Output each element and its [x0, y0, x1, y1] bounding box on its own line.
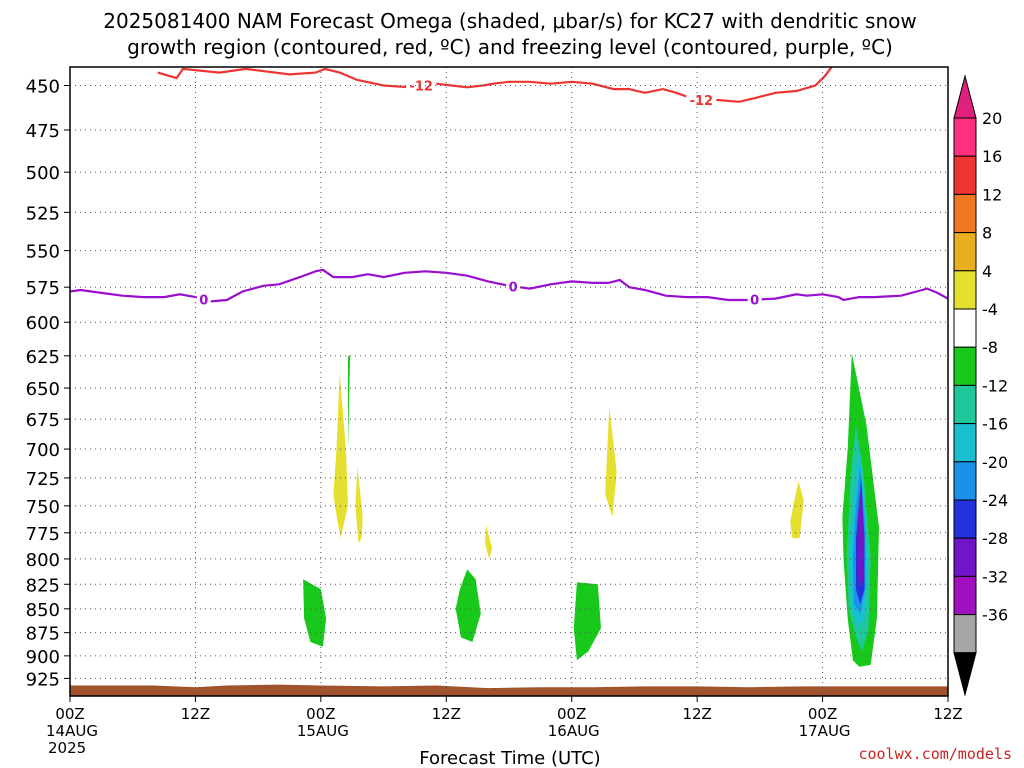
colorbar-label-10: -24 — [982, 491, 1008, 510]
colorbar-top-arrow — [953, 74, 977, 119]
plot-frame — [69, 66, 949, 697]
omega-region-4-5 — [790, 481, 804, 539]
colorbar-segment-4 — [953, 270, 977, 310]
y-tick-label-800: 800 — [26, 550, 60, 571]
plot-area: -12 -12 0 0 0 450 475 500 525 550 575 600 625 650 675 7… — [26, 66, 963, 757]
y-tick-label-850: 850 — [26, 600, 60, 621]
omega-region--8-6 — [303, 579, 327, 647]
y-tick-label-675: 675 — [26, 410, 60, 431]
colorbar-segment-3 — [953, 232, 977, 272]
y-tick-label-650: 650 — [26, 379, 60, 400]
colorbar-segment-7 — [953, 384, 977, 425]
freezing-level-contour-label-bg-1 — [506, 279, 521, 294]
freezing-level-contour-label-0: 0 — [199, 293, 208, 308]
colorbar-segment-5 — [953, 308, 977, 348]
x-tick-label-60: 12Z — [682, 705, 711, 723]
y-tick-label-625: 625 — [26, 347, 60, 368]
x-tick-label-36: 12Z — [432, 705, 461, 723]
y-tick-label-925: 925 — [26, 669, 60, 690]
colorbar-label-5: -4 — [982, 300, 998, 319]
y-tick-label-825: 825 — [26, 575, 60, 596]
x-tick-label-48: 00Z — [557, 705, 586, 723]
colorbar-label-1: 16 — [982, 147, 1002, 166]
dgz-contour-label-bg-0 — [406, 78, 437, 93]
colorbar-label-3: 8 — [982, 224, 992, 243]
colorbar-segment-10 — [953, 499, 977, 539]
plot-clip-group: -12 -12 0 0 0 — [70, 67, 948, 696]
y-tick-label-875: 875 — [26, 624, 60, 645]
omega-region--8-7 — [455, 569, 481, 642]
x-tick-date-72: 17AUG — [799, 722, 851, 740]
omega-region-4-3 — [485, 525, 493, 559]
colorbar-label-11: -28 — [982, 529, 1008, 548]
colorbar: 20 16 12 8 4 -4 -8 -12 -16 -20 -24 -28 -32 -36 — [953, 74, 1008, 697]
x-tick-label-12: 12Z — [181, 705, 210, 723]
colorbar-segment-6 — [953, 346, 977, 386]
colorbar-segment-0 — [953, 117, 977, 157]
colorbar-segment-8 — [953, 423, 977, 463]
colorbar-label-8: -16 — [982, 415, 1008, 434]
x-tick-label-24: 00Z — [306, 705, 335, 723]
y-tick-label-900: 900 — [26, 647, 60, 668]
dgz-contour-label-1: -12 — [690, 94, 714, 109]
freezing-level-contour-label-2: 0 — [750, 294, 759, 309]
colorbar-segment-12 — [953, 575, 977, 616]
y-tick-label-475: 475 — [26, 121, 60, 142]
omega-region--8-8 — [573, 582, 601, 661]
freezing-level-contour-label-1: 0 — [509, 280, 518, 295]
freezing-level-contour-label-bg-2 — [747, 292, 762, 307]
omega-region-4-0 — [333, 372, 348, 539]
colorbar-label-13: -36 — [982, 606, 1008, 625]
x-tick-date-48: 16AUG — [548, 722, 600, 740]
colorbar-label-4: 4 — [982, 262, 992, 281]
chart-title-line-1: 2025081400 NAM Forecast Omega (shaded, μ… — [103, 9, 917, 33]
omega-region--8-2 — [348, 355, 351, 450]
colorbar-label-0: 20 — [982, 109, 1002, 128]
x-tick-label-0: 00Z — [55, 705, 84, 723]
dgz-contour-label-0: -12 — [409, 80, 433, 95]
colorbar-label-12: -32 — [982, 567, 1008, 586]
colorbar-label-6: -8 — [982, 338, 998, 357]
colorbar-segment-2 — [953, 193, 977, 234]
dgz-contour-line — [157, 67, 833, 103]
colorbar-bottom-arrow — [953, 652, 977, 697]
chart-title-line-2: growth region (contoured, red, ºC) and f… — [127, 35, 893, 59]
y-tick-label-450: 450 — [26, 76, 60, 97]
freezing-level-contour-label-bg-0 — [196, 292, 211, 307]
omega-region-4-4 — [605, 406, 617, 517]
y-tick-label-600: 600 — [26, 313, 60, 334]
omega-region--28-14 — [857, 483, 865, 590]
x-axis-label: Forecast Time (UTC) — [419, 748, 600, 768]
x-tick-date-0: 14AUG — [46, 722, 98, 740]
ground-terrain — [70, 684, 948, 696]
y-tick-label-750: 750 — [26, 497, 60, 518]
y-tick-label-700: 700 — [26, 440, 60, 461]
y-tick-label-725: 725 — [26, 469, 60, 490]
x-tick-label-84: 12Z — [933, 705, 962, 723]
colorbar-segment-1 — [953, 155, 977, 195]
colorbar-segment-11 — [953, 537, 977, 577]
y-tick-label-575: 575 — [26, 278, 60, 299]
x-tick-date-24: 15AUG — [297, 722, 349, 740]
colorbar-label-7: -12 — [982, 376, 1008, 395]
y-tick-label-500: 500 — [26, 163, 60, 184]
y-tick-label-550: 550 — [26, 242, 60, 263]
colorbar-segment-13 — [953, 614, 977, 654]
y-tick-label-525: 525 — [26, 203, 60, 224]
colorbar-label-9: -20 — [982, 453, 1008, 472]
x-tick-year-0: 2025 — [48, 739, 86, 757]
x-tick-label-72: 00Z — [808, 705, 837, 723]
dgz-contour-label-bg-1 — [686, 92, 717, 107]
colorbar-label-2: 12 — [982, 185, 1002, 204]
colorbar-segment-9 — [953, 461, 977, 501]
watermark: coolwx.com/models — [858, 745, 1012, 763]
omega-region-4-1 — [355, 466, 363, 544]
y-tick-label-775: 775 — [26, 524, 60, 545]
